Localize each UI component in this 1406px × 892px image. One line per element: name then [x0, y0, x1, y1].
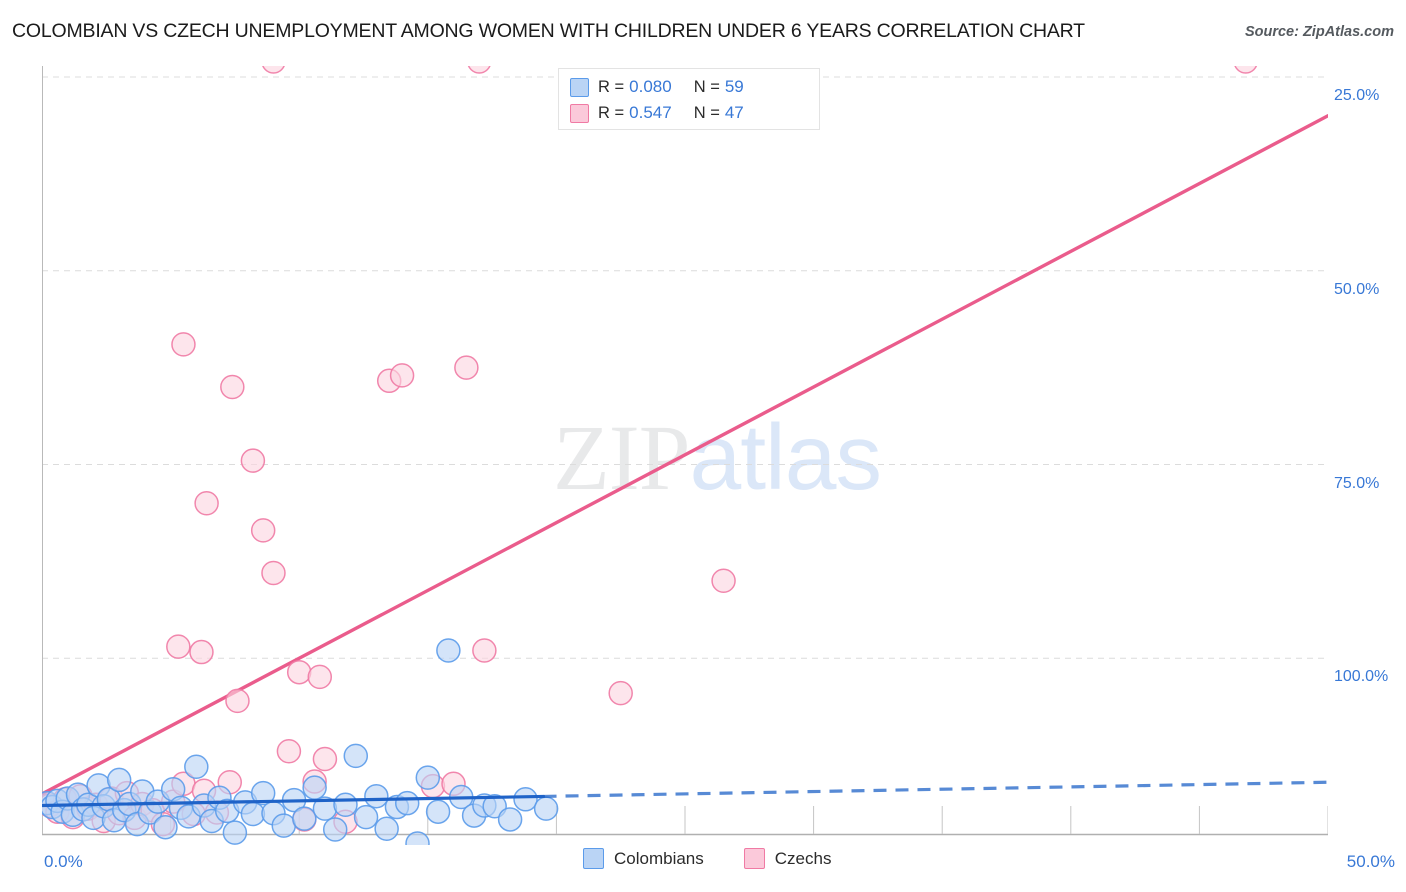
data-point-colombians	[425, 799, 451, 824]
data-point-colombians	[513, 787, 538, 812]
r-label-czechs: R =	[598, 103, 625, 122]
series-label-czechs: Czechs	[774, 848, 832, 868]
data-point-colombians	[374, 816, 399, 841]
data-point-czechs	[262, 66, 285, 74]
series-legend-item-colombians[interactable]: Colombians	[583, 848, 704, 869]
source-label: Source: ZipAtlas.com	[1244, 24, 1394, 40]
data-point-colombians	[533, 796, 559, 821]
data-point-colombians	[302, 775, 327, 800]
series-label-colombians: Colombians	[614, 848, 704, 868]
data-point-colombians	[184, 754, 209, 779]
data-point-czechs	[286, 659, 312, 685]
data-point-czechs	[467, 66, 491, 74]
plot-area: 100.0% 75.0% 50.0% 25.0%	[42, 66, 1388, 845]
data-point-czechs	[312, 746, 338, 772]
y-tick-label-50: 75.0%	[1334, 474, 1380, 492]
data-point-colombians	[415, 765, 441, 790]
n-label-colombians: N =	[693, 77, 720, 96]
data-point-czechs	[389, 363, 415, 388]
x-axis-max-label: 50.0%	[1346, 852, 1395, 871]
correlation-stats-legend: R = 0.080 N = 59 R = 0.547 N = 47	[558, 68, 820, 130]
data-point-colombians	[322, 817, 348, 842]
data-point-czechs	[194, 491, 219, 516]
x-axis-min-label: 0.0%	[44, 852, 83, 871]
data-point-colombians	[353, 804, 379, 830]
legend-swatch-colombians	[570, 77, 589, 97]
y-tick-label-25: 100.0%	[1334, 668, 1389, 686]
y-tick-label-75: 50.0%	[1334, 280, 1380, 298]
trend-line-dashed-colombians	[543, 780, 1328, 799]
r-value-colombians: 0.080	[629, 77, 672, 96]
stats-row-colombians: R = 0.080 N = 59	[570, 74, 810, 100]
n-value-colombians: 59	[724, 77, 744, 96]
data-point-czechs	[261, 560, 286, 586]
data-point-czechs	[307, 664, 333, 690]
y-tick-label-100: 25.0%	[1334, 87, 1380, 104]
data-point-colombians	[364, 783, 389, 809]
data-point-czechs	[454, 355, 479, 380]
r-label-colombians: R =	[598, 77, 625, 96]
stats-row-czechs: R = 0.547 N = 47	[570, 100, 810, 126]
data-point-czechs	[608, 680, 633, 706]
data-point-colombians	[222, 820, 248, 845]
series-swatch-czechs	[743, 848, 765, 869]
page-title: COLOMBIAN VS CZECH UNEMPLOYMENT AMONG WO…	[12, 20, 1085, 42]
data-point-colombians	[333, 792, 358, 817]
data-point-colombians	[436, 638, 461, 663]
data-point-czechs	[250, 518, 276, 543]
series-legend: Colombians Czechs	[583, 848, 871, 869]
data-point-czechs	[472, 638, 497, 663]
series-swatch-colombians	[583, 848, 604, 869]
trend-line-colombians	[42, 794, 546, 808]
data-point-colombians	[394, 790, 420, 816]
data-point-czechs	[166, 634, 191, 659]
data-point-czechs	[189, 639, 214, 665]
data-point-czechs	[1234, 66, 1258, 74]
trend-line-czechs	[42, 114, 1328, 796]
data-point-czechs	[225, 688, 250, 714]
data-point-colombians	[250, 780, 276, 806]
data-point-czechs	[220, 374, 245, 400]
data-point-colombians	[153, 814, 178, 840]
data-point-colombians	[405, 831, 430, 845]
n-label-czechs: N =	[693, 103, 720, 122]
data-point-colombians	[106, 767, 132, 793]
data-point-czechs	[171, 332, 196, 357]
data-point-colombians	[343, 743, 369, 769]
r-value-czechs: 0.547	[629, 103, 672, 122]
data-point-czechs	[240, 448, 266, 473]
n-value-czechs: 47	[724, 103, 744, 122]
legend-swatch-czechs	[570, 103, 589, 123]
data-point-czechs	[276, 739, 302, 764]
data-point-colombians	[292, 806, 317, 831]
data-point-colombians	[497, 807, 523, 832]
data-point-czechs	[711, 568, 736, 593]
data-point-colombians	[271, 813, 297, 838]
data-point-colombians	[240, 801, 266, 827]
series-legend-item-czechs[interactable]: Czechs	[743, 848, 832, 869]
scatter-svg	[42, 66, 1328, 845]
